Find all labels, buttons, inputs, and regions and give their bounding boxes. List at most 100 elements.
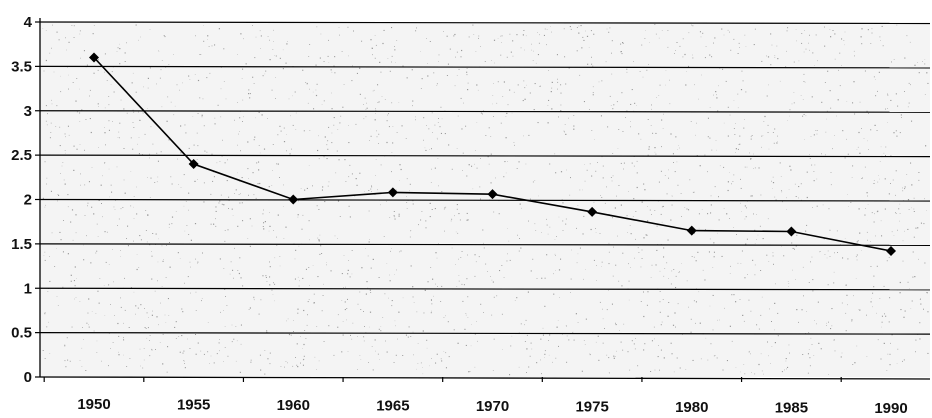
texture-dot <box>357 336 358 337</box>
texture-dot <box>151 251 152 252</box>
texture-dot <box>620 51 622 53</box>
texture-dot <box>357 303 359 305</box>
texture-dot <box>847 194 848 195</box>
x-tick-label: 1985 <box>775 400 808 417</box>
texture-dot <box>184 230 186 232</box>
texture-dot <box>421 78 423 80</box>
texture-dot <box>608 372 610 373</box>
texture-dot <box>113 91 115 93</box>
texture-dot <box>364 191 365 192</box>
texture-dot <box>140 239 142 241</box>
texture-dot <box>396 40 398 41</box>
texture-dot <box>876 211 878 213</box>
texture-dot <box>493 83 494 84</box>
texture-dot <box>302 364 304 366</box>
texture-dot <box>725 80 727 82</box>
texture-dot <box>738 42 740 44</box>
texture-dot <box>787 27 789 29</box>
texture-dot <box>710 343 712 345</box>
texture-dot <box>846 294 848 296</box>
texture-dot <box>387 114 388 116</box>
texture-dot <box>63 179 65 181</box>
texture-dot <box>219 200 221 202</box>
texture-dot <box>453 35 455 37</box>
texture-dot <box>164 314 166 316</box>
texture-dot <box>302 69 304 71</box>
texture-dot <box>656 97 657 98</box>
texture-dot <box>876 130 878 131</box>
x-tick-label: 1955 <box>177 397 210 414</box>
texture-dot <box>149 340 150 341</box>
texture-dot <box>175 338 177 339</box>
texture-dot <box>578 32 580 34</box>
texture-dot <box>704 279 706 281</box>
texture-dot <box>753 153 754 155</box>
texture-dot <box>376 130 377 132</box>
texture-dot <box>272 49 274 50</box>
texture-dot <box>904 186 906 188</box>
texture-dot <box>572 332 573 334</box>
texture-dot <box>297 308 299 310</box>
texture-dot <box>438 243 439 245</box>
texture-dot <box>287 41 288 42</box>
texture-dot <box>133 218 135 219</box>
texture-dot <box>531 49 532 51</box>
texture-dot <box>859 101 861 103</box>
texture-dot <box>867 195 868 197</box>
texture-dot <box>323 156 325 158</box>
texture-dot <box>320 245 322 247</box>
texture-dot <box>239 257 241 259</box>
texture-dot <box>787 281 789 282</box>
texture-dot <box>348 142 350 144</box>
texture-dot <box>897 229 898 231</box>
texture-dot <box>729 114 731 116</box>
texture-dot <box>431 303 433 305</box>
x-tick-label: 1980 <box>675 399 708 416</box>
texture-dot <box>620 162 622 164</box>
texture-dot <box>690 318 692 320</box>
texture-dot <box>731 340 733 342</box>
texture-dot <box>438 185 439 187</box>
texture-dot <box>458 258 459 260</box>
texture-dot <box>225 296 226 297</box>
texture-dot <box>675 275 677 277</box>
texture-dot <box>803 114 805 115</box>
texture-dot <box>147 214 149 216</box>
texture-dot <box>575 313 577 315</box>
texture-dot <box>222 139 223 141</box>
texture-dot <box>528 220 529 222</box>
texture-dot <box>276 236 277 238</box>
texture-dot <box>209 363 210 364</box>
texture-dot <box>558 116 559 118</box>
texture-dot <box>770 64 772 66</box>
texture-dot <box>781 190 782 191</box>
texture-dot <box>634 102 636 104</box>
y-tick-label: 2 <box>24 192 32 209</box>
texture-dot <box>880 220 882 222</box>
texture-dot <box>369 239 370 240</box>
texture-dot <box>412 100 414 102</box>
texture-dot <box>707 136 709 138</box>
x-tick-label: 1960 <box>277 397 310 414</box>
texture-dot <box>747 201 748 202</box>
texture-dot <box>704 154 706 156</box>
texture-dot <box>286 150 287 152</box>
texture-dot <box>67 125 69 127</box>
texture-dot <box>312 265 314 266</box>
texture-dot <box>59 126 61 128</box>
texture-dot <box>96 352 98 353</box>
y-tick-label: 0.5 <box>11 325 32 342</box>
texture-dot <box>287 318 289 320</box>
texture-dot <box>76 148 78 150</box>
texture-dot <box>834 350 836 352</box>
texture-dot <box>393 362 395 363</box>
texture-dot <box>803 73 805 75</box>
texture-dot <box>374 119 376 121</box>
texture-dot <box>631 340 633 342</box>
texture-dot <box>867 29 869 31</box>
texture-dot <box>316 326 318 327</box>
texture-dot <box>309 44 311 45</box>
texture-dot <box>429 149 430 150</box>
texture-dot <box>267 118 268 119</box>
texture-dot <box>258 161 260 163</box>
